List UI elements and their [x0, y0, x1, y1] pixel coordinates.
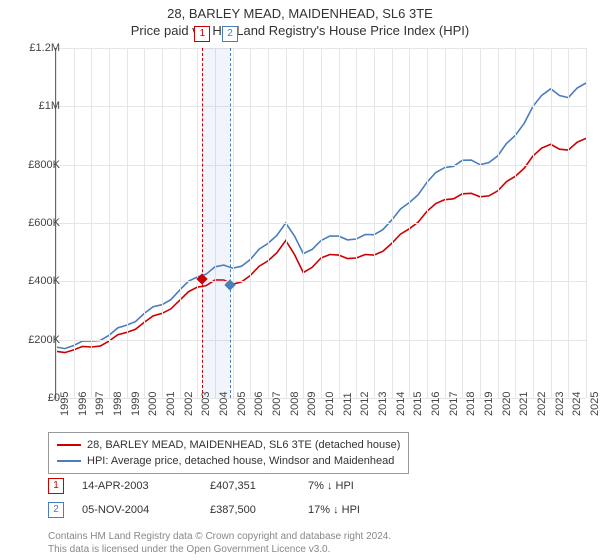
ytick-label: £1M — [10, 100, 60, 112]
ytick-label: £0 — [10, 392, 60, 404]
gridline-v — [409, 48, 410, 398]
event-shade — [202, 48, 230, 398]
footer-line-1: Contains HM Land Registry data © Crown c… — [48, 530, 391, 543]
xtick-label: 2021 — [518, 392, 530, 416]
gridline-v — [91, 48, 92, 398]
chart-area: 12 — [55, 48, 586, 399]
gridline-v — [321, 48, 322, 398]
gridline-v — [127, 48, 128, 398]
xtick-label: 2025 — [589, 392, 600, 416]
title-block: 28, BARLEY MEAD, MAIDENHEAD, SL6 3TE Pri… — [0, 0, 600, 38]
sale-delta-1: 7% ↓ HPI — [308, 480, 408, 492]
gridline-v — [480, 48, 481, 398]
gridline-v — [339, 48, 340, 398]
gridline-v — [144, 48, 145, 398]
gridline-v — [268, 48, 269, 398]
xtick-label: 2014 — [395, 392, 407, 416]
xtick-label: 2010 — [324, 392, 336, 416]
gridline-v — [162, 48, 163, 398]
legend-row-hpi: HPI: Average price, detached house, Wind… — [57, 453, 400, 469]
sale-price-2: £387,500 — [210, 504, 290, 516]
sale-date-1: 14-APR-2003 — [82, 480, 192, 492]
xtick-label: 1999 — [130, 392, 142, 416]
legend-label-hpi: HPI: Average price, detached house, Wind… — [87, 453, 394, 469]
xtick-label: 2006 — [253, 392, 265, 416]
sale-price-1: £407,351 — [210, 480, 290, 492]
xtick-label: 2002 — [183, 392, 195, 416]
gridline-v — [551, 48, 552, 398]
xtick-label: 2004 — [218, 392, 230, 416]
xtick-label: 2018 — [465, 392, 477, 416]
xtick-label: 2013 — [377, 392, 389, 416]
footer-line-2: This data is licensed under the Open Gov… — [48, 543, 391, 556]
gridline-v — [74, 48, 75, 398]
xtick-label: 2015 — [412, 392, 424, 416]
ytick-label: £600K — [10, 217, 60, 229]
xtick-label: 1997 — [94, 392, 106, 416]
sale-marker-2: 2 — [48, 502, 64, 518]
legend-label-property: 28, BARLEY MEAD, MAIDENHEAD, SL6 3TE (de… — [87, 437, 400, 453]
event-line — [202, 48, 203, 398]
sale-delta-2: 17% ↓ HPI — [308, 504, 408, 516]
gridline-v — [374, 48, 375, 398]
xtick-label: 2005 — [236, 392, 248, 416]
gridline-v — [462, 48, 463, 398]
xtick-label: 2016 — [430, 392, 442, 416]
sale-date-2: 05-NOV-2004 — [82, 504, 192, 516]
legend-row-property: 28, BARLEY MEAD, MAIDENHEAD, SL6 3TE (de… — [57, 437, 400, 453]
ytick-label: £400K — [10, 275, 60, 287]
ytick-label: £800K — [10, 159, 60, 171]
gridline-v — [197, 48, 198, 398]
gridline-v — [303, 48, 304, 398]
event-tag: 2 — [222, 26, 238, 42]
gridline-v — [533, 48, 534, 398]
gridline-v — [109, 48, 110, 398]
gridline-v — [250, 48, 251, 398]
xtick-label: 2003 — [200, 392, 212, 416]
gridline-v — [356, 48, 357, 398]
chart-container: 28, BARLEY MEAD, MAIDENHEAD, SL6 3TE Pri… — [0, 0, 600, 560]
xtick-label: 2023 — [554, 392, 566, 416]
gridline-v — [180, 48, 181, 398]
xtick-label: 1995 — [59, 392, 71, 416]
gridline-v — [568, 48, 569, 398]
sale-row-2: 2 05-NOV-2004 £387,500 17% ↓ HPI — [48, 502, 408, 518]
xtick-label: 2008 — [289, 392, 301, 416]
xtick-label: 2011 — [342, 392, 354, 416]
title-address: 28, BARLEY MEAD, MAIDENHEAD, SL6 3TE — [0, 6, 600, 21]
title-subtitle: Price paid vs. HM Land Registry's House … — [0, 23, 600, 38]
xtick-label: 2019 — [483, 392, 495, 416]
xtick-label: 1998 — [112, 392, 124, 416]
xtick-label: 1996 — [77, 392, 89, 416]
gridline-v — [427, 48, 428, 398]
ytick-label: £200K — [10, 334, 60, 346]
legend-swatch-property — [57, 444, 81, 446]
gridline-v — [233, 48, 234, 398]
gridline-v — [445, 48, 446, 398]
gridline-v — [392, 48, 393, 398]
legend-swatch-hpi — [57, 460, 81, 462]
xtick-label: 2022 — [536, 392, 548, 416]
xtick-label: 2001 — [165, 392, 177, 416]
event-line — [230, 48, 231, 398]
xtick-label: 2007 — [271, 392, 283, 416]
sale-row-1: 1 14-APR-2003 £407,351 7% ↓ HPI — [48, 478, 408, 494]
gridline-v — [586, 48, 587, 398]
xtick-label: 2017 — [448, 392, 460, 416]
gridline-v — [515, 48, 516, 398]
xtick-label: 2024 — [571, 392, 583, 416]
ytick-label: £1.2M — [10, 42, 60, 54]
footer: Contains HM Land Registry data © Crown c… — [48, 530, 391, 556]
xtick-label: 2020 — [501, 392, 513, 416]
event-tag: 1 — [194, 26, 210, 42]
sale-marker-1: 1 — [48, 478, 64, 494]
legend: 28, BARLEY MEAD, MAIDENHEAD, SL6 3TE (de… — [48, 432, 409, 474]
xtick-label: 2009 — [306, 392, 318, 416]
gridline-v — [498, 48, 499, 398]
xtick-label: 2000 — [147, 392, 159, 416]
gridline-v — [286, 48, 287, 398]
xtick-label: 2012 — [359, 392, 371, 416]
